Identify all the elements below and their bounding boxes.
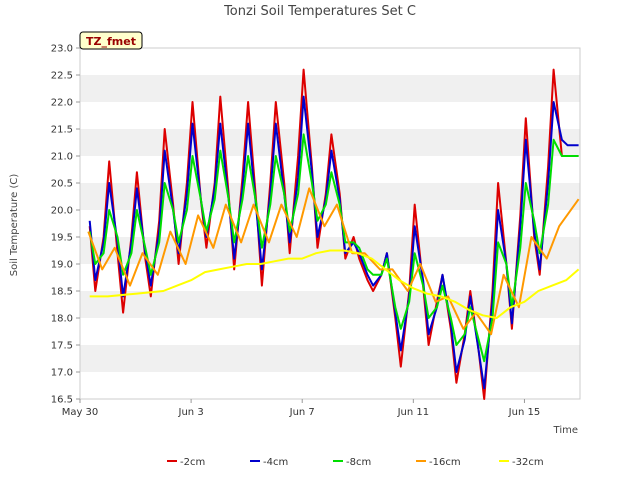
y-tick-label: 19.0 (51, 260, 73, 271)
y-tick-label: 22.5 (51, 71, 73, 82)
series-line--2cm (88, 68, 579, 400)
plot-area-border (79, 47, 581, 400)
series-line--32cm (89, 249, 580, 319)
y-axis-label: Soil Temperature (C) (9, 174, 20, 277)
y-tick-label: 20.5 (51, 179, 73, 190)
series-line--8cm (88, 133, 579, 363)
station-label-box: TZ_fmet (79, 31, 143, 50)
y-tick-label: 17.0 (51, 368, 73, 379)
legend-label: -2cm (180, 457, 205, 468)
series-line--16cm (87, 187, 580, 336)
x-tick-label: May 30 (62, 407, 99, 418)
grid-band (80, 183, 580, 210)
series-line--4cm (88, 95, 579, 390)
station-label: TZ_fmet (86, 35, 136, 48)
y-tick-label: 18.0 (51, 314, 73, 325)
y-tick-label: 18.5 (51, 287, 73, 298)
y-axis: 16.5 17.0 17.5 18.0 18.5 19.0 19.5 20.0 20.5 21.0… (51, 44, 80, 406)
y-tick-label: 17.5 (51, 341, 73, 352)
x-axis: May 30 Jun 3 Jun 7 Jun 11 Jun 15 (62, 399, 540, 418)
series-lines (87, 68, 580, 400)
grid-band (80, 291, 580, 318)
grid-band (80, 75, 580, 102)
y-tick-label: 16.5 (51, 395, 73, 406)
x-axis-label: Time (553, 425, 578, 436)
y-tick-label: 23.0 (51, 44, 73, 55)
x-tick-label: Jun 15 (508, 407, 541, 418)
y-tick-label: 21.0 (51, 152, 73, 163)
legend-label: -16cm (429, 457, 461, 468)
legend-label: -4cm (263, 457, 288, 468)
legend-label: -8cm (346, 457, 371, 468)
y-tick-label: 20.0 (51, 206, 73, 217)
y-tick-label: 22.0 (51, 98, 73, 109)
x-tick-label: Jun 11 (397, 407, 430, 418)
y-tick-label: 19.5 (51, 233, 73, 244)
grid-band (80, 345, 580, 372)
legend: -2cm -4cm -8cm -16cm -32cm (167, 457, 544, 468)
legend-label: -32cm (512, 457, 544, 468)
x-tick-label: Jun 3 (178, 407, 204, 418)
x-tick-label: Jun 7 (289, 407, 315, 418)
y-tick-label: 21.5 (51, 125, 73, 136)
chart-title: Tonzi Soil Temperatures Set C (223, 4, 416, 19)
